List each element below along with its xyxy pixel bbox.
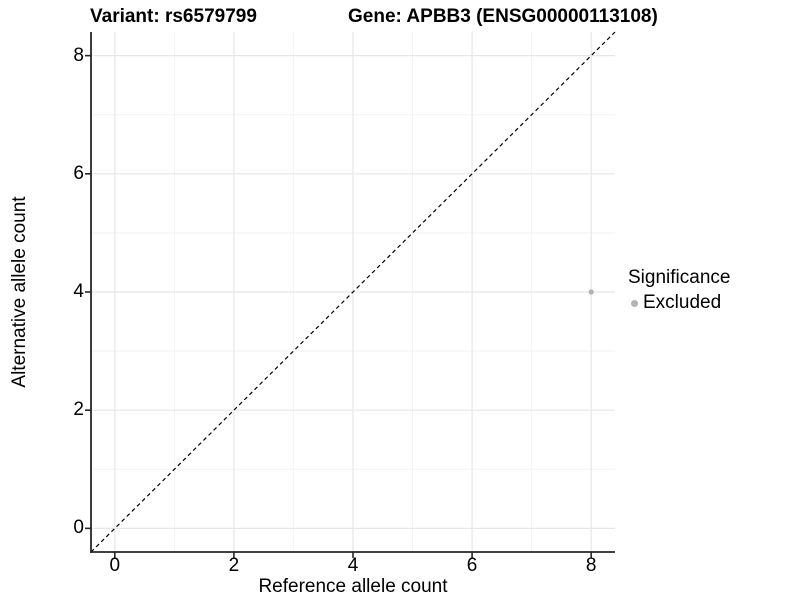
legend-point-icon (631, 299, 638, 307)
y-tick-label: 6 (73, 162, 84, 184)
plot-title-variant: Variant: rs6579799 (90, 6, 257, 27)
legend: Significance Excluded (628, 267, 730, 314)
x-tick-label: 0 (109, 555, 121, 576)
x-tick-label: 2 (228, 555, 240, 576)
x-tick-label: 4 (347, 555, 359, 576)
legend-entry-excluded: Excluded (628, 292, 730, 314)
legend-entry-label: Excluded (643, 292, 722, 313)
x-axis-title: Reference allele count (258, 576, 448, 597)
legend-title: Significance (628, 267, 731, 288)
y-tick-label: 8 (73, 44, 84, 66)
plot-title-gene: Gene: APBB3 (ENSG00000113108) (348, 6, 658, 27)
y-tick-label: 2 (73, 399, 84, 421)
data-point (588, 289, 594, 295)
y-tick-label: 0 (73, 517, 84, 539)
y-axis-title: Alternative allele count (9, 196, 30, 388)
y-tick-label: 4 (73, 281, 84, 302)
x-tick-label: 6 (466, 555, 478, 576)
identity-dashed-line (90, 31, 616, 553)
x-tick-label: 8 (585, 555, 597, 576)
